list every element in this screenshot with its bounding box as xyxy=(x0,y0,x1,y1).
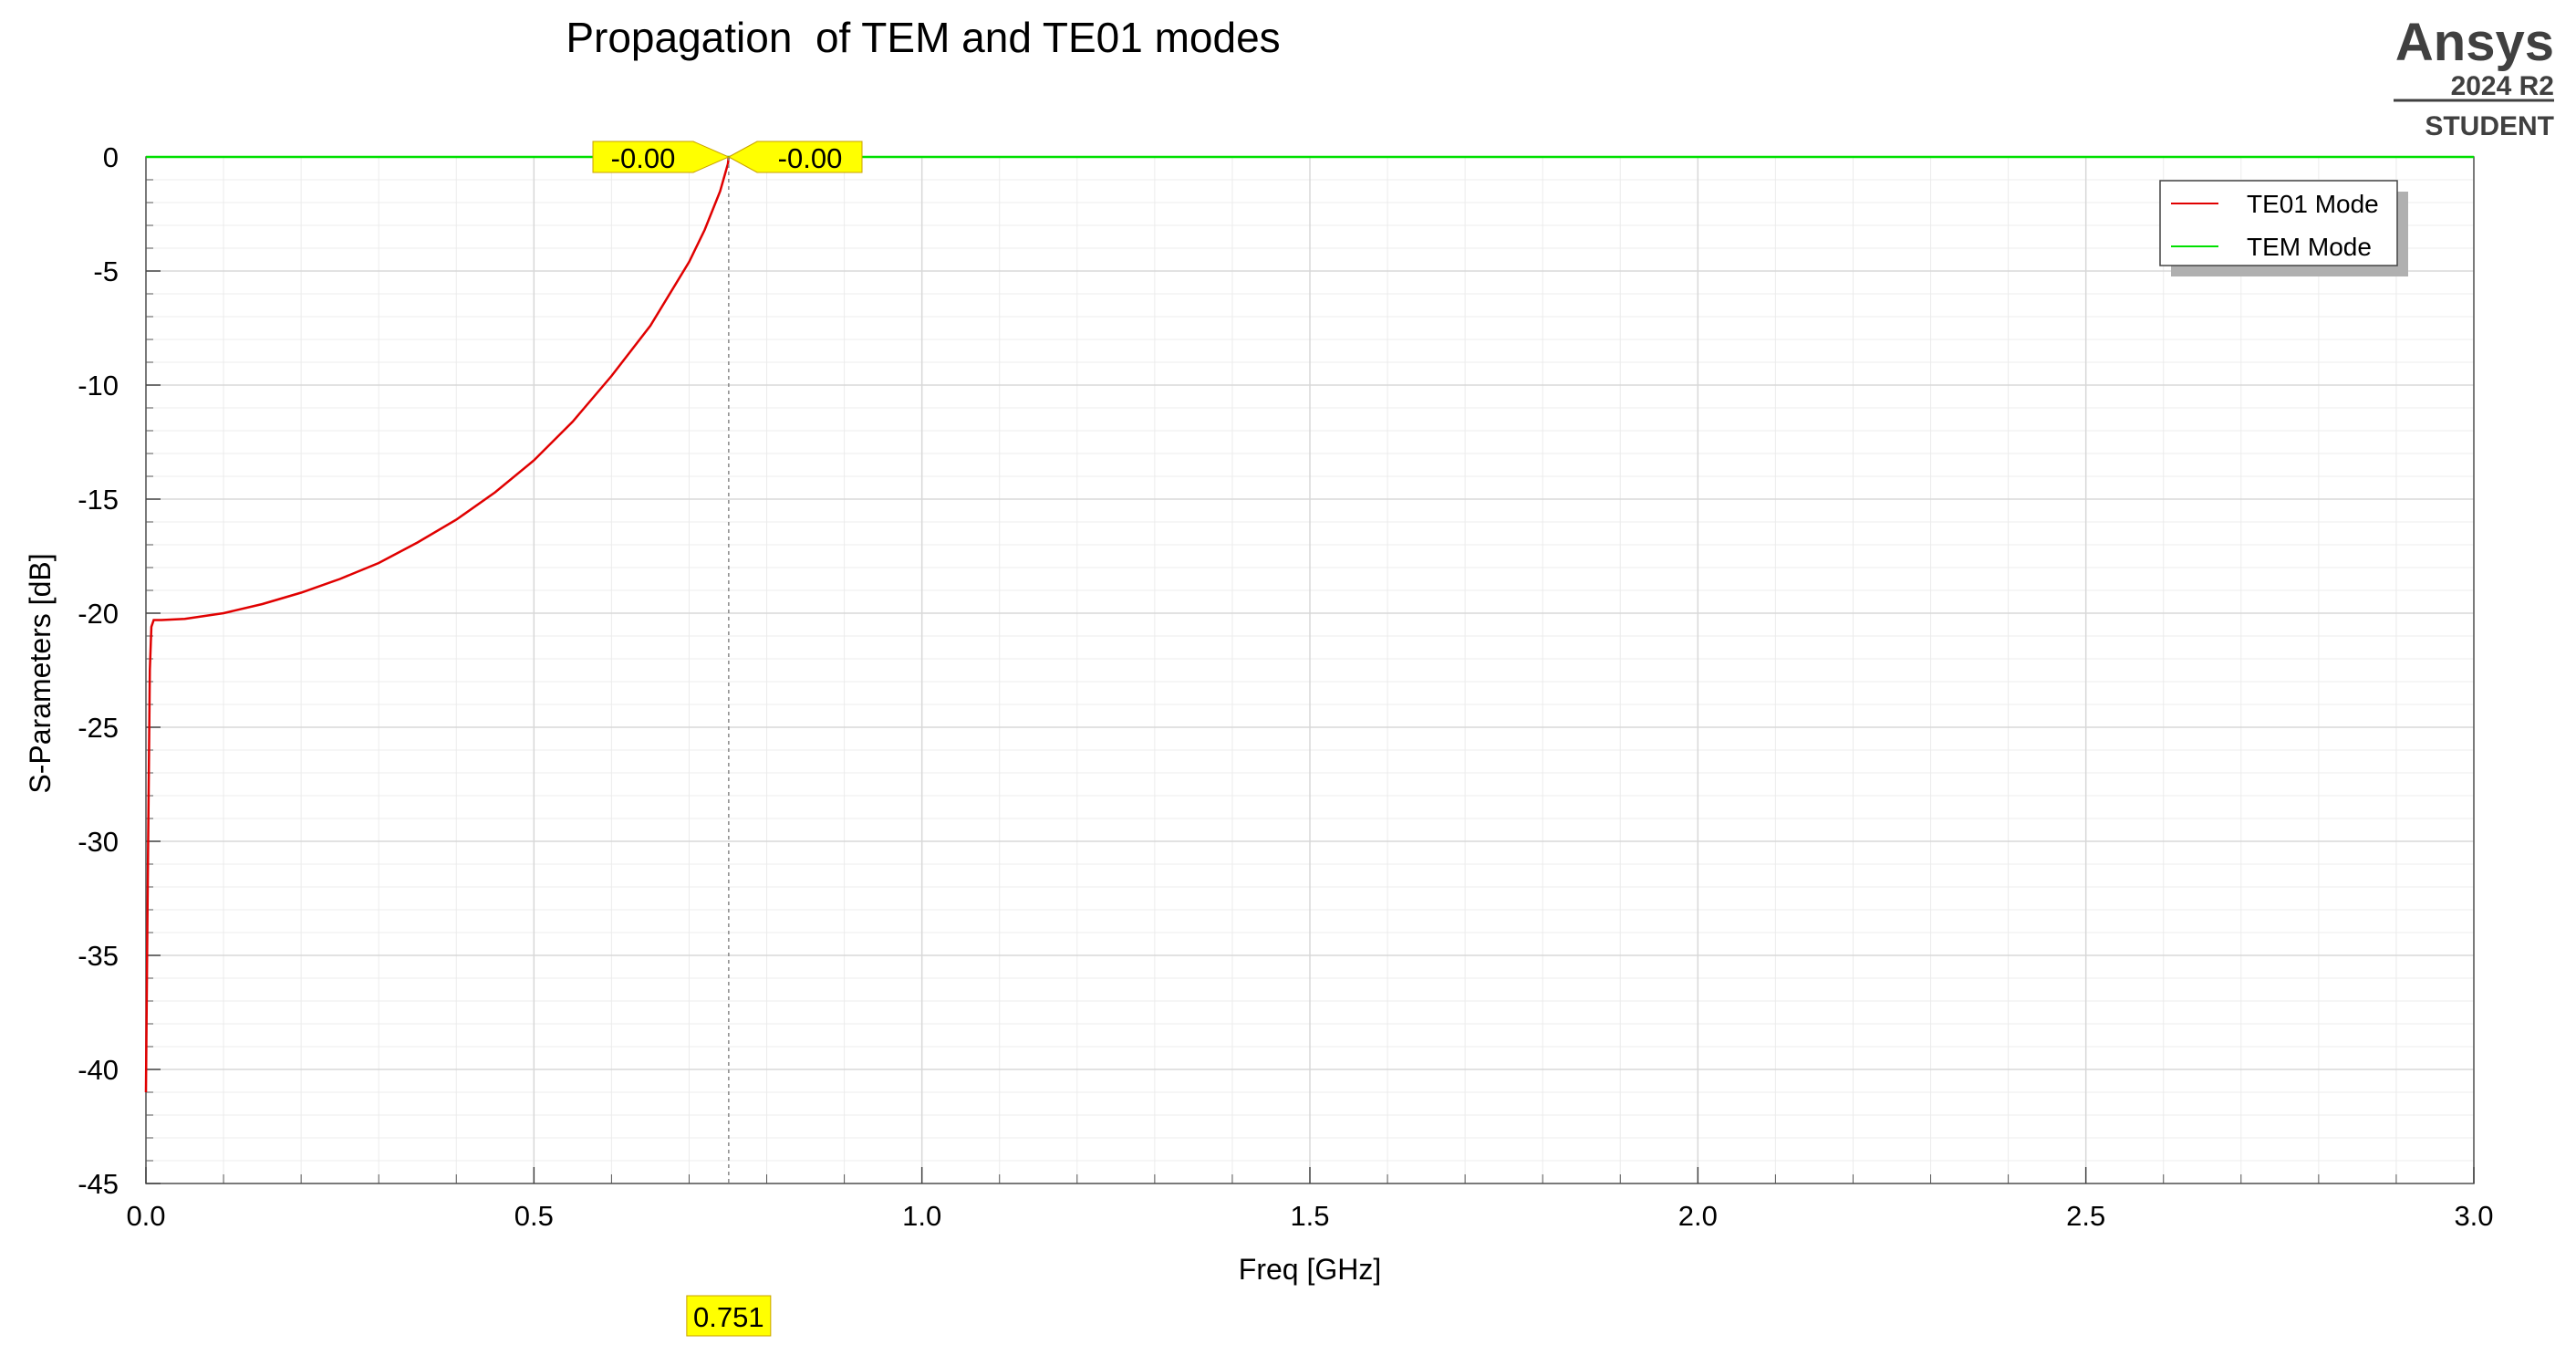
x-tick-label: 1.0 xyxy=(902,1200,941,1232)
y-tick-label: -20 xyxy=(78,598,119,630)
marker-layer: -0.00 -0.00 0.751 xyxy=(592,141,863,1337)
y-tick-label: -15 xyxy=(78,484,119,516)
marker-x-label-box xyxy=(686,1295,772,1337)
chart-title: Propagation of TEM and TE01 modes xyxy=(566,14,1280,61)
x-tick-label: 2.0 xyxy=(1678,1200,1718,1232)
marker-label-right: -0.00 xyxy=(778,142,843,174)
legend-label-tem: TEM Mode xyxy=(2247,233,2372,261)
brand-edition: STUDENT xyxy=(2425,111,2554,141)
marker-label-left-box xyxy=(592,141,731,173)
legend-box xyxy=(2159,180,2398,266)
marker-label-left: -0.00 xyxy=(611,142,676,174)
y-tick-label: -25 xyxy=(78,712,119,744)
y-tick-label: -5 xyxy=(93,255,119,287)
marker-label-right-box xyxy=(727,141,863,173)
major-grid xyxy=(145,156,2475,1184)
x-tick-label: 0.5 xyxy=(514,1200,554,1232)
legend-label-te01: TE01 Mode xyxy=(2247,190,2379,218)
brand-logo: Ansys 2024 R2 STUDENT xyxy=(2394,13,2554,141)
marker-x-label: 0.751 xyxy=(693,1301,764,1333)
legend: TE01 Mode TEM Mode xyxy=(2159,180,2408,276)
y-tick-label: -40 xyxy=(78,1054,119,1086)
x-tick-label: 0.0 xyxy=(126,1200,165,1232)
x-axis-label: Freq [GHz] xyxy=(1239,1253,1381,1286)
x-tick-label: 1.5 xyxy=(1290,1200,1329,1232)
y-tick-label: -30 xyxy=(78,826,119,858)
series-layer xyxy=(144,155,2474,1093)
brand-name: Ansys xyxy=(2395,13,2554,72)
y-tick-labels: 0 -5 -10 -15 -20 -25 -30 -35 -40 -45 xyxy=(78,141,119,1200)
brand-version: 2024 R2 xyxy=(2451,71,2554,101)
y-tick-label: -10 xyxy=(78,370,119,401)
y-tick-label: -45 xyxy=(78,1168,119,1200)
x-tick-label: 3.0 xyxy=(2454,1200,2493,1232)
y-tick-label: -35 xyxy=(78,940,119,972)
y-axis-label: S-Parameters [dB] xyxy=(24,553,57,793)
x-tick-labels: 0.0 0.5 1.0 1.5 2.0 2.5 3.0 xyxy=(126,1200,2493,1232)
series-line-te01 xyxy=(144,156,731,1093)
x-tick-label: 2.5 xyxy=(2066,1200,2105,1232)
y-tick-label: 0 xyxy=(103,141,119,173)
